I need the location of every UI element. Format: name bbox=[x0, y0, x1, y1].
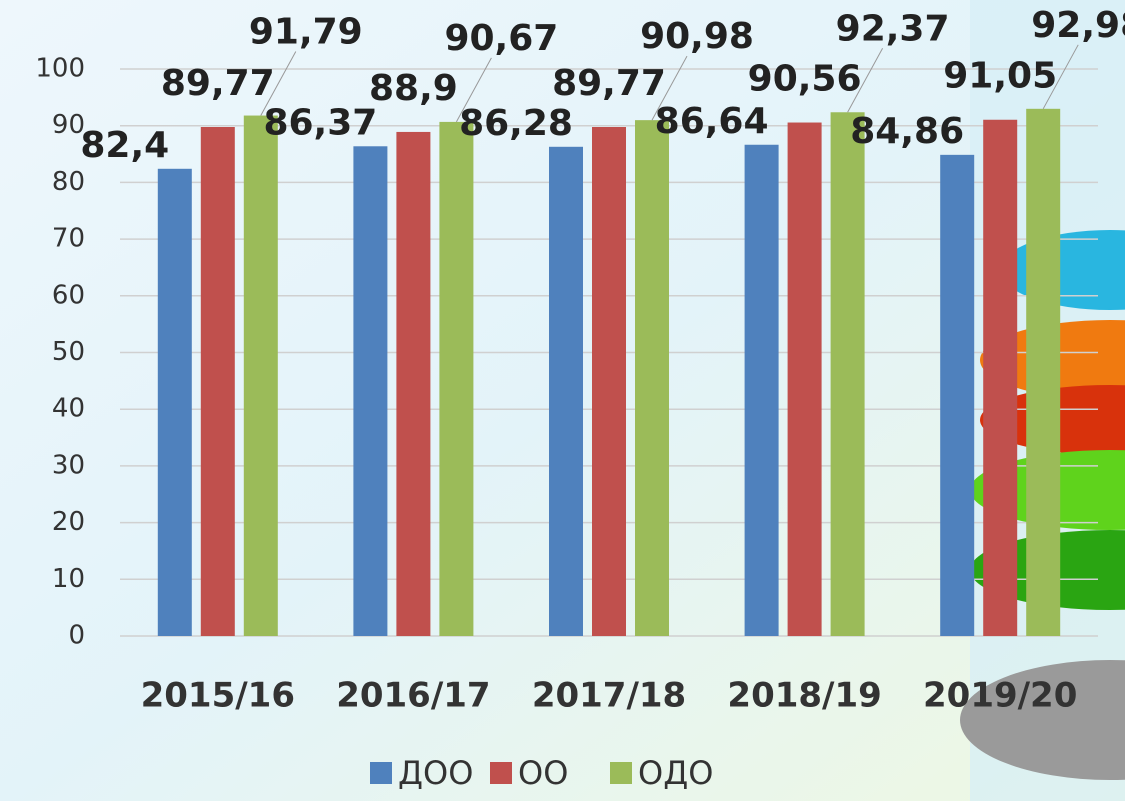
bar bbox=[439, 121, 474, 636]
y-tick-label: 30 bbox=[52, 450, 85, 480]
bar bbox=[940, 154, 975, 636]
bar bbox=[830, 112, 865, 637]
bar bbox=[787, 122, 822, 637]
bar bbox=[200, 127, 235, 637]
x-tick-label: 2017/18 bbox=[532, 676, 686, 716]
y-tick-label: 60 bbox=[52, 280, 85, 310]
value-label: 88,9 bbox=[369, 68, 458, 109]
value-label: 86,28 bbox=[459, 103, 573, 144]
value-label: 86,37 bbox=[263, 102, 377, 143]
y-tick-label: 10 bbox=[52, 564, 85, 594]
value-label: 86,64 bbox=[655, 101, 769, 142]
y-tick-label: 50 bbox=[52, 337, 85, 367]
y-tick-label: 0 bbox=[68, 621, 85, 651]
legend-label: ДОО bbox=[398, 754, 473, 792]
x-tick-label: 2015/16 bbox=[141, 676, 295, 716]
y-tick-label: 80 bbox=[52, 167, 85, 197]
legend-label: ОО bbox=[518, 754, 568, 792]
bar bbox=[744, 144, 779, 636]
value-label: 84,86 bbox=[850, 111, 964, 152]
legend-swatch bbox=[490, 762, 512, 784]
value-label: 82,4 bbox=[80, 125, 169, 166]
leader-line bbox=[455, 57, 492, 123]
bar bbox=[353, 146, 388, 636]
value-label: 90,56 bbox=[748, 59, 862, 100]
value-label: 89,77 bbox=[552, 63, 666, 104]
bar bbox=[157, 168, 192, 637]
value-label: 90,67 bbox=[444, 18, 558, 59]
x-tick-label: 2019/20 bbox=[923, 676, 1077, 716]
leader-line bbox=[1042, 44, 1079, 110]
value-label: 92,98 bbox=[1031, 5, 1125, 46]
value-label: 91,79 bbox=[249, 12, 363, 53]
value-label: 90,98 bbox=[640, 16, 754, 57]
x-tick-label: 2018/19 bbox=[727, 676, 881, 716]
value-label: 89,77 bbox=[161, 63, 275, 104]
bar bbox=[592, 127, 626, 637]
leader-line bbox=[651, 55, 688, 121]
value-label: 91,05 bbox=[943, 56, 1057, 97]
legend-label: ОДО bbox=[638, 754, 713, 792]
y-tick-label: 70 bbox=[52, 224, 85, 254]
value-label: 92,37 bbox=[836, 8, 950, 49]
bar bbox=[1026, 108, 1061, 636]
y-tick-label: 40 bbox=[52, 394, 85, 424]
bar bbox=[396, 131, 431, 636]
bar bbox=[243, 115, 278, 636]
leader-line bbox=[847, 48, 884, 113]
bar bbox=[549, 146, 583, 636]
legend-swatch bbox=[610, 762, 632, 784]
x-tick-label: 2016/17 bbox=[336, 676, 490, 716]
y-tick-label: 100 bbox=[35, 54, 85, 84]
bar bbox=[983, 119, 1018, 636]
leader-line bbox=[260, 51, 297, 116]
bar bbox=[635, 120, 669, 636]
y-tick-label: 20 bbox=[52, 507, 85, 537]
legend-swatch bbox=[370, 762, 392, 784]
y-tick-label: 90 bbox=[52, 110, 85, 140]
